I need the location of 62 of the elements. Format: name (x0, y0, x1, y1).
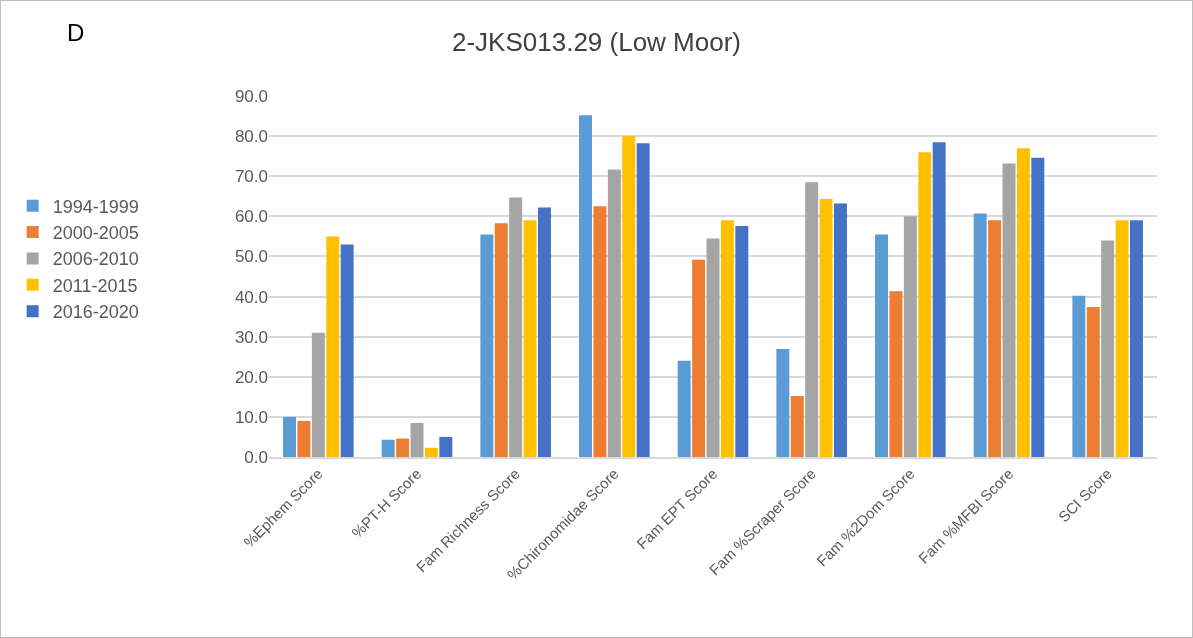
bar (340, 244, 354, 457)
bar (833, 203, 847, 457)
bar (1086, 306, 1100, 457)
y-tick-label: 20.0 (234, 367, 268, 387)
bar (875, 234, 889, 457)
bar (1115, 220, 1129, 457)
bar (283, 416, 297, 457)
bar (1072, 295, 1086, 457)
bar (706, 238, 720, 457)
bar (297, 420, 311, 457)
bar (593, 206, 607, 457)
bar (988, 220, 1002, 457)
bar (494, 223, 508, 457)
chart-title: 2-JKS013.29 (Low Moor) (451, 27, 742, 57)
bar (424, 447, 438, 457)
bar (735, 225, 749, 457)
bar (805, 182, 819, 457)
y-tick-label: 60.0 (234, 207, 268, 227)
y-tick-label: 40.0 (234, 287, 268, 307)
bar (1101, 240, 1115, 457)
legend-label: 2011-2015 (52, 275, 138, 296)
bar (311, 332, 325, 457)
bar (1016, 148, 1030, 457)
y-tick-label: 80.0 (234, 127, 268, 147)
bar (439, 436, 453, 457)
legend-label: 2006-2010 (52, 249, 139, 270)
bar (819, 199, 833, 457)
legend-label: 2000-2005 (52, 223, 139, 244)
legend-label: 1994-1999 (52, 196, 139, 217)
bar (1129, 220, 1143, 457)
bar (537, 207, 551, 457)
bar (622, 136, 636, 457)
text: D (67, 19, 85, 46)
legend-label: 2016-2020 (52, 302, 139, 323)
bar (509, 197, 523, 457)
y-tick-label: 0.0 (244, 447, 268, 467)
bar (579, 115, 593, 457)
y-tick-label: 70.0 (234, 167, 268, 187)
bar (903, 216, 917, 457)
bar (1002, 163, 1016, 457)
y-tick-label: 50.0 (234, 247, 268, 267)
bar (636, 143, 650, 457)
bar (720, 220, 734, 457)
bar (381, 439, 395, 457)
bar (677, 360, 691, 457)
bar (776, 349, 790, 457)
bar (918, 152, 932, 457)
bar (396, 438, 410, 457)
bar (607, 169, 621, 457)
bar (889, 291, 903, 457)
bar (790, 396, 804, 457)
bar (1031, 157, 1045, 457)
bar (932, 142, 946, 457)
y-tick-label: 90.0 (234, 86, 268, 106)
bar (692, 259, 706, 457)
bar (523, 220, 537, 457)
bar (410, 422, 424, 457)
y-tick-label: 30.0 (234, 327, 268, 347)
bar (326, 236, 340, 457)
y-tick-label: 10.0 (234, 407, 268, 427)
bar (973, 213, 987, 457)
bar (480, 234, 494, 457)
